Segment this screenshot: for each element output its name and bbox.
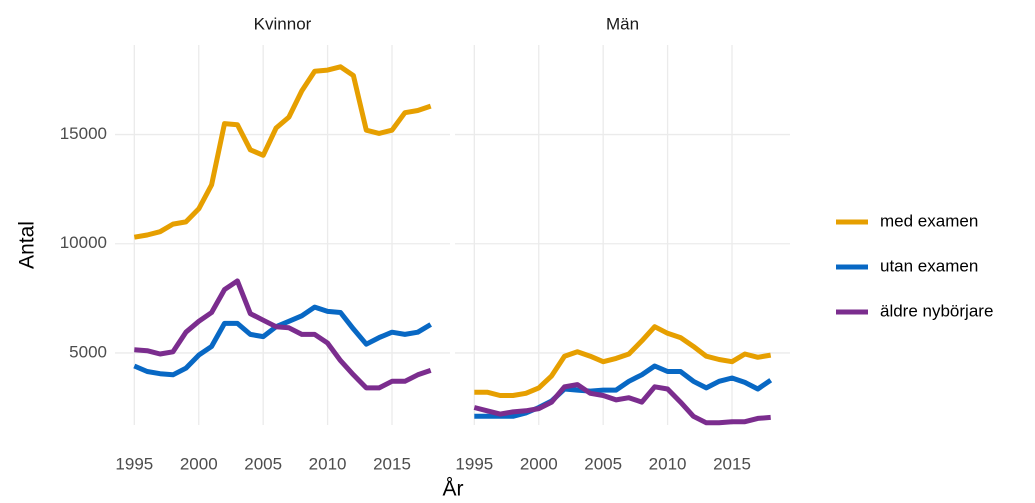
x-tick-label: 1995: [455, 454, 493, 473]
legend-label: med examen: [880, 211, 978, 230]
series-line: [134, 278, 432, 391]
legend-label: äldre nybörjare: [880, 301, 993, 320]
y-tick-label: 15000: [60, 124, 107, 143]
series-line: [474, 363, 773, 419]
x-tick-label: 2015: [713, 454, 751, 473]
series-line: [473, 382, 771, 426]
x-tick-label: 2015: [373, 454, 411, 473]
series-line: [474, 324, 772, 398]
x-tick-label: 1995: [115, 454, 153, 473]
x-tick-label: 2000: [520, 454, 558, 473]
x-tick-label: 2005: [584, 454, 622, 473]
series-line: [133, 64, 432, 240]
x-tick-label: 2005: [244, 454, 282, 473]
facet-title: Män: [606, 14, 639, 33]
x-tick-label: 2000: [180, 454, 218, 473]
y-tick-label: 5000: [69, 342, 107, 361]
legend-label: utan examen: [880, 256, 978, 275]
facet-title: Kvinnor: [254, 14, 312, 33]
y-axis-label: Antal: [16, 221, 39, 269]
series-line: [133, 304, 432, 378]
y-tick-label: 10000: [60, 233, 107, 252]
x-tick-label: 2010: [309, 454, 347, 473]
x-tick-label: 2010: [649, 454, 687, 473]
x-axis-label: År: [443, 478, 464, 501]
